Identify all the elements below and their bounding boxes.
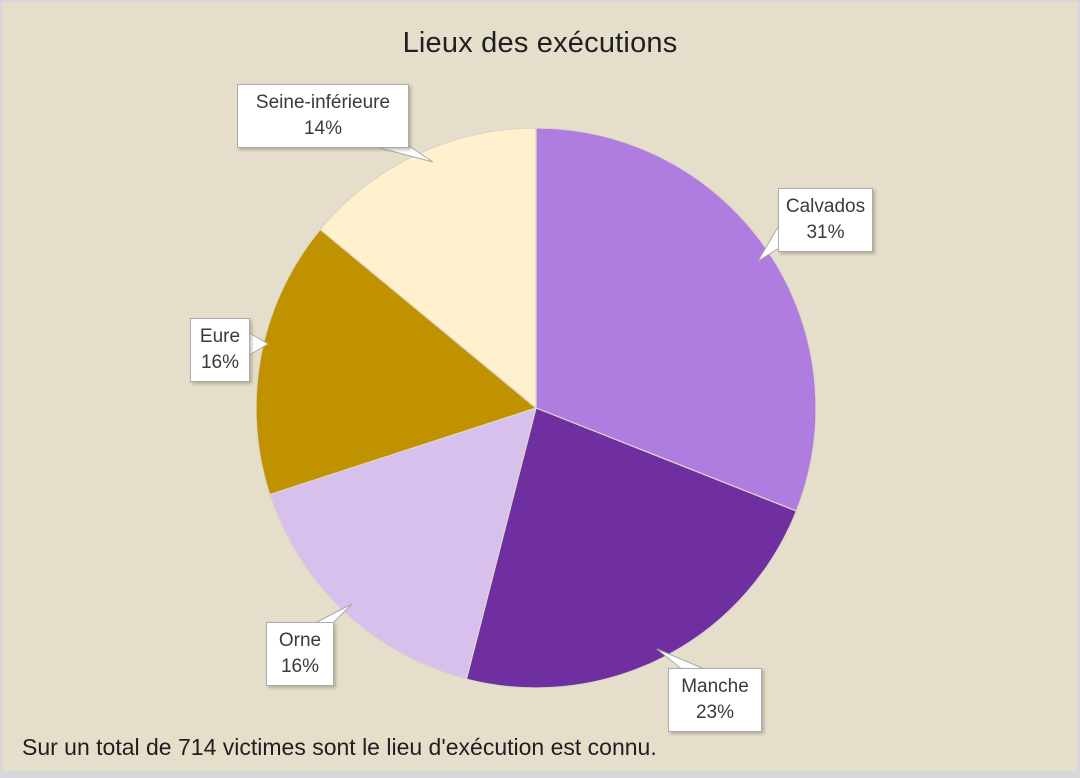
callout-label: Seine-inférieure [255, 92, 391, 113]
callout-label: Calvados [785, 196, 866, 217]
callout-percent: 16% [280, 656, 320, 677]
callout-percent: 14% [303, 118, 343, 139]
callout-eure[interactable]: Eure 16% [190, 318, 250, 382]
callout-label: Eure [199, 326, 241, 347]
callout-label: Manche [681, 676, 749, 697]
callout-manche[interactable]: Manche 23% [668, 668, 762, 732]
callout-label: Orne [278, 630, 322, 651]
chart-footnote: Sur un total de 714 victimes sont le lie… [22, 734, 657, 760]
callout-orne[interactable]: Orne 16% [266, 622, 334, 686]
callout-seine-inferieure[interactable]: Seine-inférieure 14% [237, 84, 409, 148]
pie-slice-eure[interactable] [255, 228, 537, 496]
callout-percent: 31% [806, 222, 845, 243]
callout-percent: 23% [695, 702, 735, 723]
pie-slice-manche[interactable] [465, 407, 797, 689]
callout-percent: 16% [200, 352, 240, 373]
chart-title: Lieux des exécutions [402, 27, 678, 59]
callout-calvados[interactable]: Calvados 31% [778, 188, 873, 252]
